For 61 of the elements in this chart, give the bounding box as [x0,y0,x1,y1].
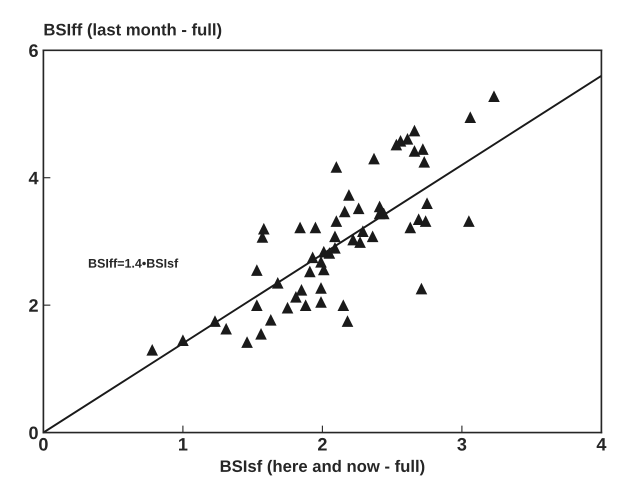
point [420,215,432,227]
point [330,215,342,227]
point [241,336,253,348]
x-tick-label: 1 [179,438,188,451]
point [177,334,189,346]
point [416,282,428,294]
y-tick-label: 2 [29,299,38,312]
point [417,143,429,155]
point [255,328,267,340]
point [408,124,420,136]
x-tick-label: 2 [318,438,327,451]
point [315,282,327,294]
point [464,111,476,124]
point [378,208,390,220]
point [412,213,424,225]
point [368,152,380,164]
point [282,302,294,314]
annotation: BSIff=1.4•BSIsf [88,258,178,268]
point [146,344,158,356]
point [338,299,350,311]
x-tick-label: 4 [596,438,606,451]
point [306,252,318,264]
point [329,230,341,242]
point [300,299,312,311]
point [251,264,263,276]
point [296,284,308,296]
y-axis-title: BSIff (last month - full) [44,23,222,39]
point [310,222,322,234]
y-tick-label: 4 [28,172,38,184]
point [408,145,420,157]
point [330,161,342,173]
point [343,189,355,201]
point [258,222,270,235]
point [421,197,433,210]
point [272,277,284,289]
point [251,299,263,311]
point [352,202,364,214]
point [404,222,416,234]
x-tick-label: 3 [457,438,466,451]
point [294,222,306,234]
point [338,206,351,218]
point [463,215,475,227]
point [347,234,359,246]
point [315,296,327,308]
point [342,315,354,327]
y-tick-label: 6 [29,44,38,58]
point [357,225,369,238]
point [304,266,316,278]
point [264,314,277,326]
point [209,315,221,327]
point [220,322,232,335]
point [418,156,430,168]
point [315,256,327,268]
y-tick-label: 0 [29,426,38,440]
point [329,242,341,254]
point [354,236,366,248]
point [366,230,378,242]
x-axis-title: BSIsf (here and now - full) [220,460,424,476]
x-tick-label: 0 [39,438,48,451]
point [488,90,500,102]
point [290,291,302,303]
